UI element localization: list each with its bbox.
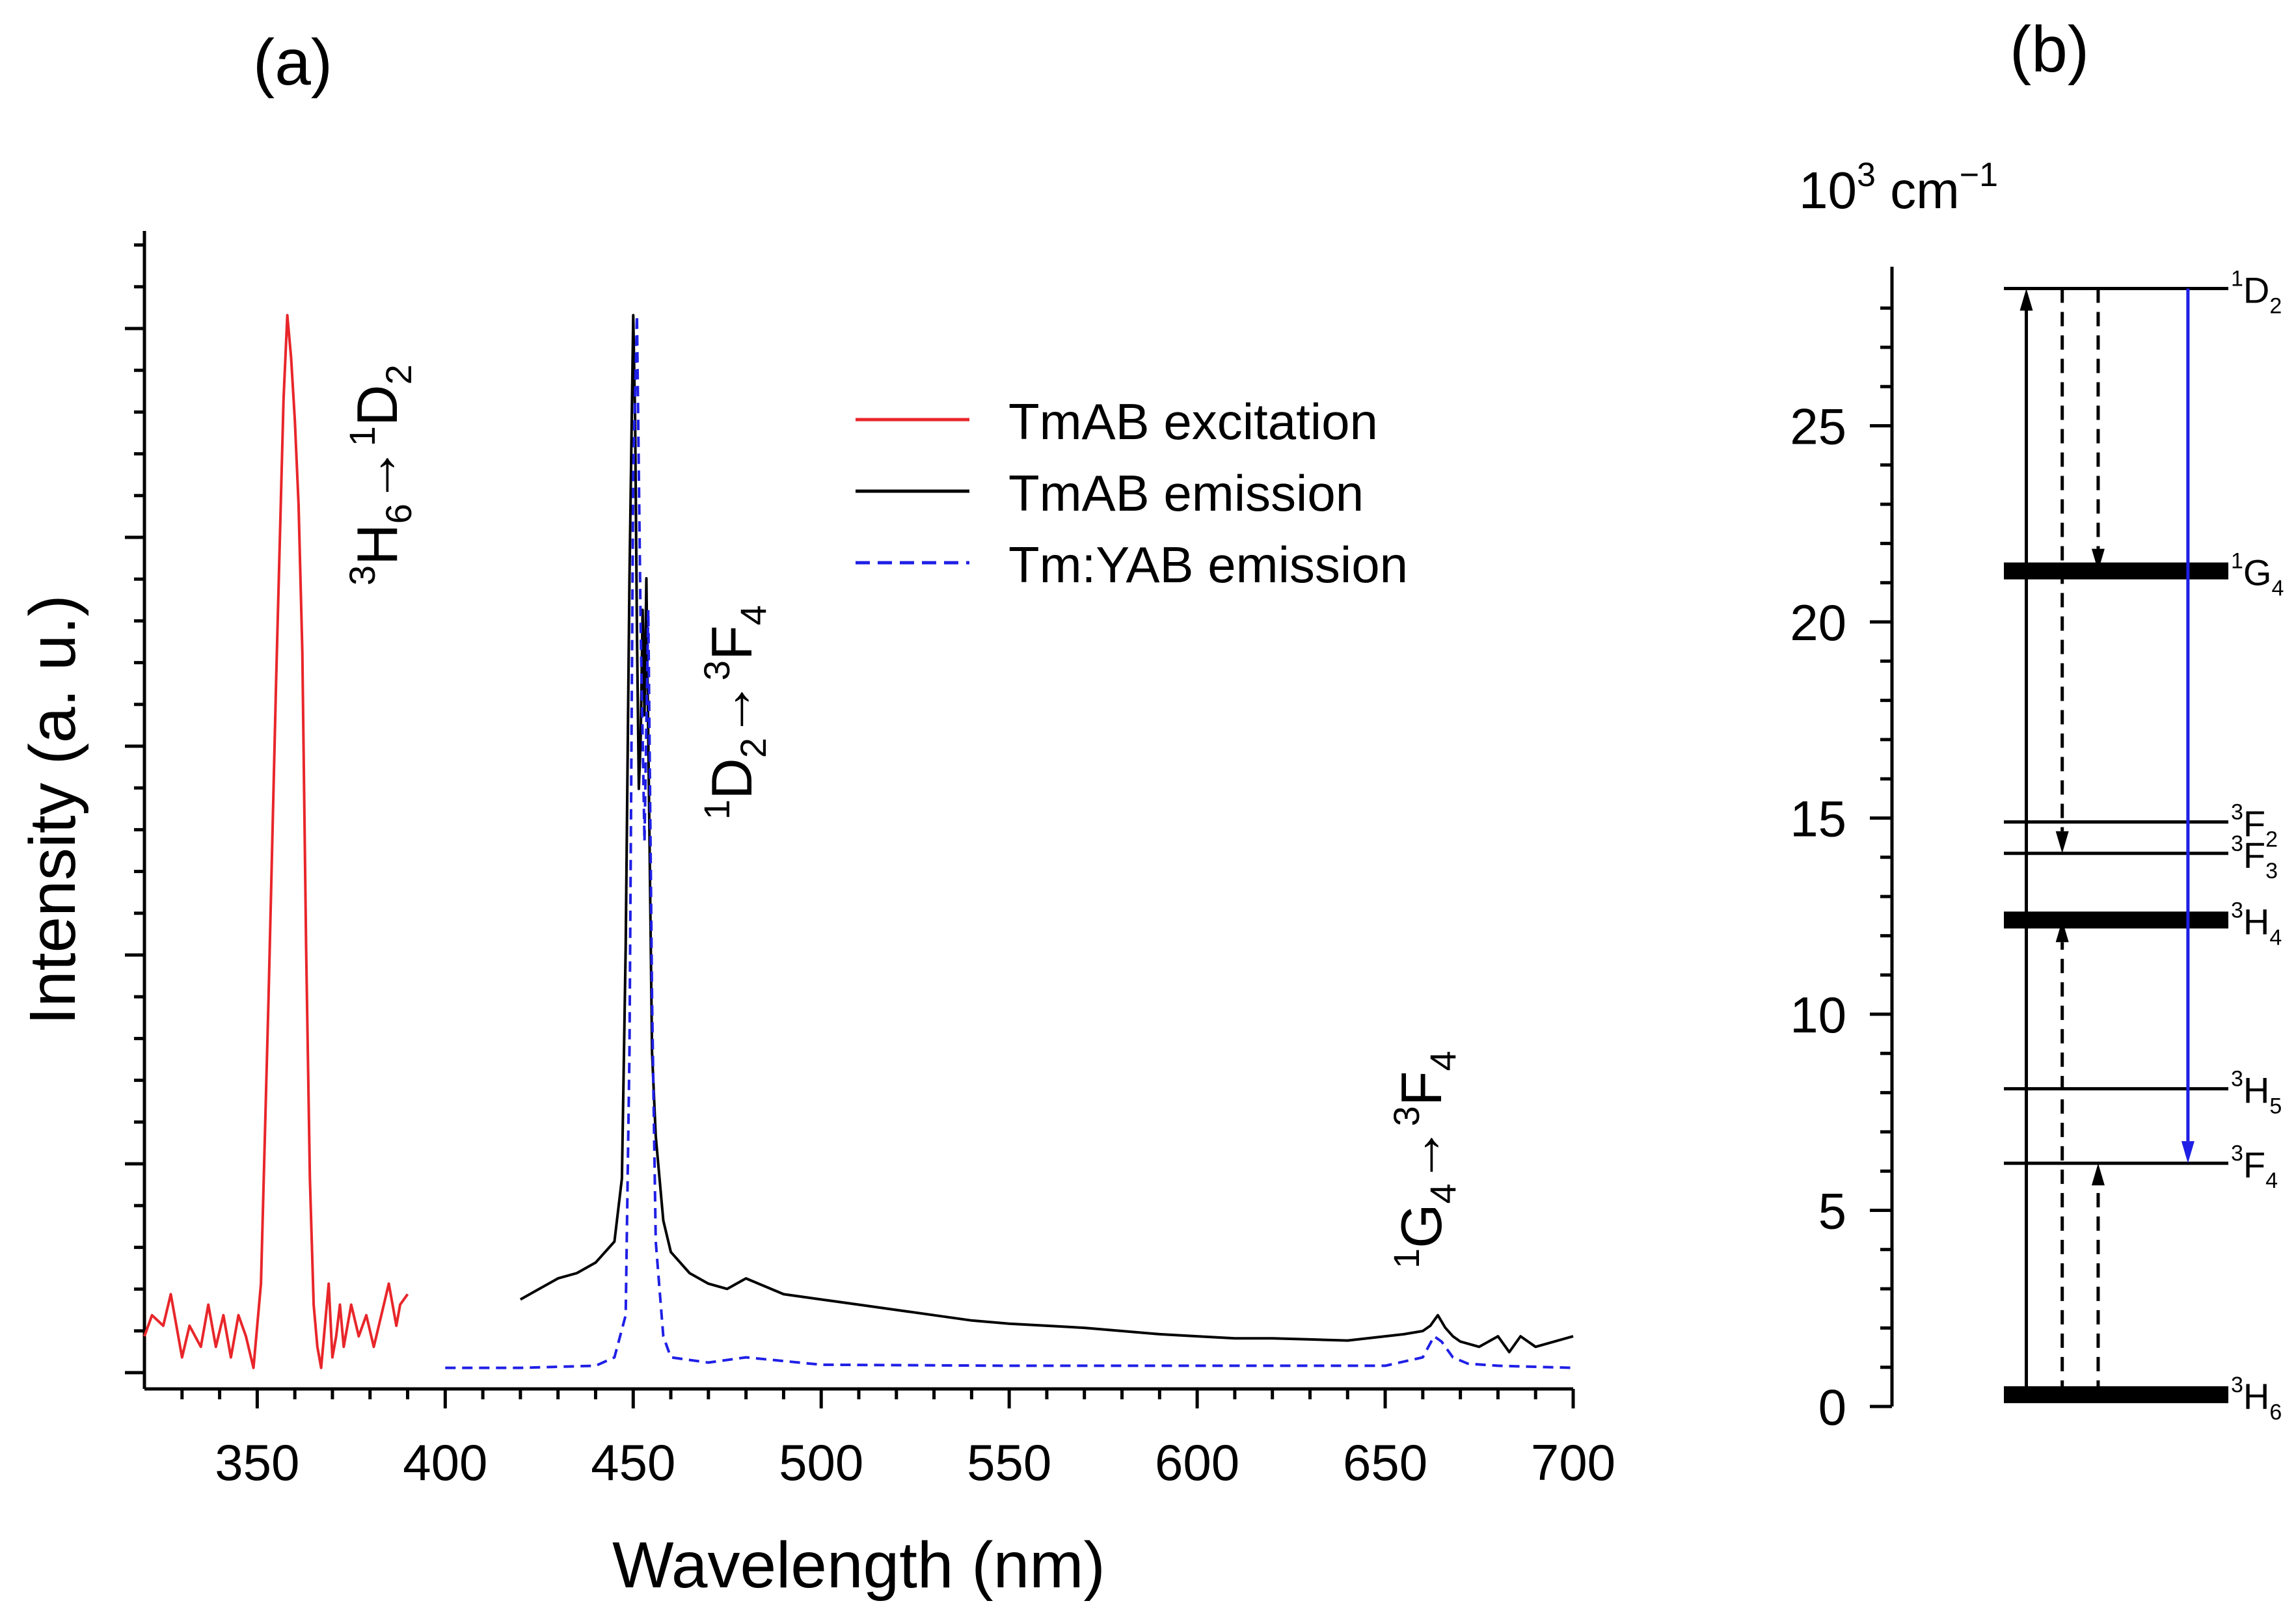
transition-arrowhead xyxy=(2091,1163,2105,1186)
series-line-tm-yab-emission xyxy=(445,314,1574,1369)
energy-level-label: 1G4 xyxy=(2231,549,2284,601)
energy-level-label: 3F4 xyxy=(2231,1141,2278,1193)
x-tick-label: 600 xyxy=(1155,1434,1239,1491)
transition-arrowhead xyxy=(2091,548,2105,571)
transition-arrowhead xyxy=(2019,288,2033,311)
energy-level-label: 3F3 xyxy=(2231,831,2278,883)
x-tick-label: 350 xyxy=(215,1434,299,1491)
panel-a-xlabel: Wavelength (nm) xyxy=(612,1529,1105,1602)
svg-text:103 cm−1: 103 cm−1 xyxy=(1799,156,1998,219)
panel-a-ylabel: Intensity (a. u.) xyxy=(16,595,89,1025)
legend-label: TmAB excitation xyxy=(1008,393,1378,450)
energy-level-label: 3H4 xyxy=(2231,898,2282,950)
energy-tick-label: 0 xyxy=(1818,1379,1846,1436)
legend-label: TmAB emission xyxy=(1008,464,1364,522)
panel-a-plot: 350 400 450 500 550 600 650 700 Wavelength (nm)… xyxy=(16,231,1615,1602)
energy-tick-label: 20 xyxy=(1790,594,1846,651)
panel-a-label: (a) xyxy=(253,26,332,99)
energy-level-label: 3H6 xyxy=(2231,1373,2282,1425)
energy-level-label: 1D2 xyxy=(2231,266,2282,318)
x-tick-label: 650 xyxy=(1343,1434,1427,1491)
transition-arrowhead xyxy=(2055,920,2069,943)
energy-level-label: 3H5 xyxy=(2231,1067,2282,1119)
energy-tick-label: 10 xyxy=(1790,986,1846,1043)
transition-annotation-g4f4: 1G4→3F4 xyxy=(1386,1051,1463,1269)
transition-arrowhead xyxy=(2055,831,2069,854)
panel-b-label: (b) xyxy=(2010,13,2089,86)
legend: TmAB excitation TmAB emission Tm:YAB emiss… xyxy=(856,393,1408,593)
energy-level-label: 3F2 xyxy=(2231,800,2278,852)
x-tick-label: 550 xyxy=(967,1434,1051,1491)
series-line-tmab-emission xyxy=(519,314,1574,1354)
energy-tick-label: 25 xyxy=(1790,398,1846,455)
transition-arrowhead xyxy=(2181,1141,2195,1164)
transition-annotation-d2f4: 1D2→3F4 xyxy=(696,605,774,820)
energy-tick-label: 15 xyxy=(1790,790,1846,848)
x-tick-label: 400 xyxy=(403,1434,487,1491)
transition-annotation-exc: 3H6→1D2 xyxy=(342,364,419,585)
x-tick-label: 500 xyxy=(779,1434,863,1491)
series-line-tmab-excitation xyxy=(143,314,409,1369)
energy-tick-label: 5 xyxy=(1818,1183,1846,1240)
legend-label: Tm:YAB emission xyxy=(1008,536,1408,593)
x-tick-label: 450 xyxy=(591,1434,675,1491)
x-tick-label: 700 xyxy=(1531,1434,1615,1491)
energy-unit-label: 103 cm−1 xyxy=(1799,156,1998,219)
